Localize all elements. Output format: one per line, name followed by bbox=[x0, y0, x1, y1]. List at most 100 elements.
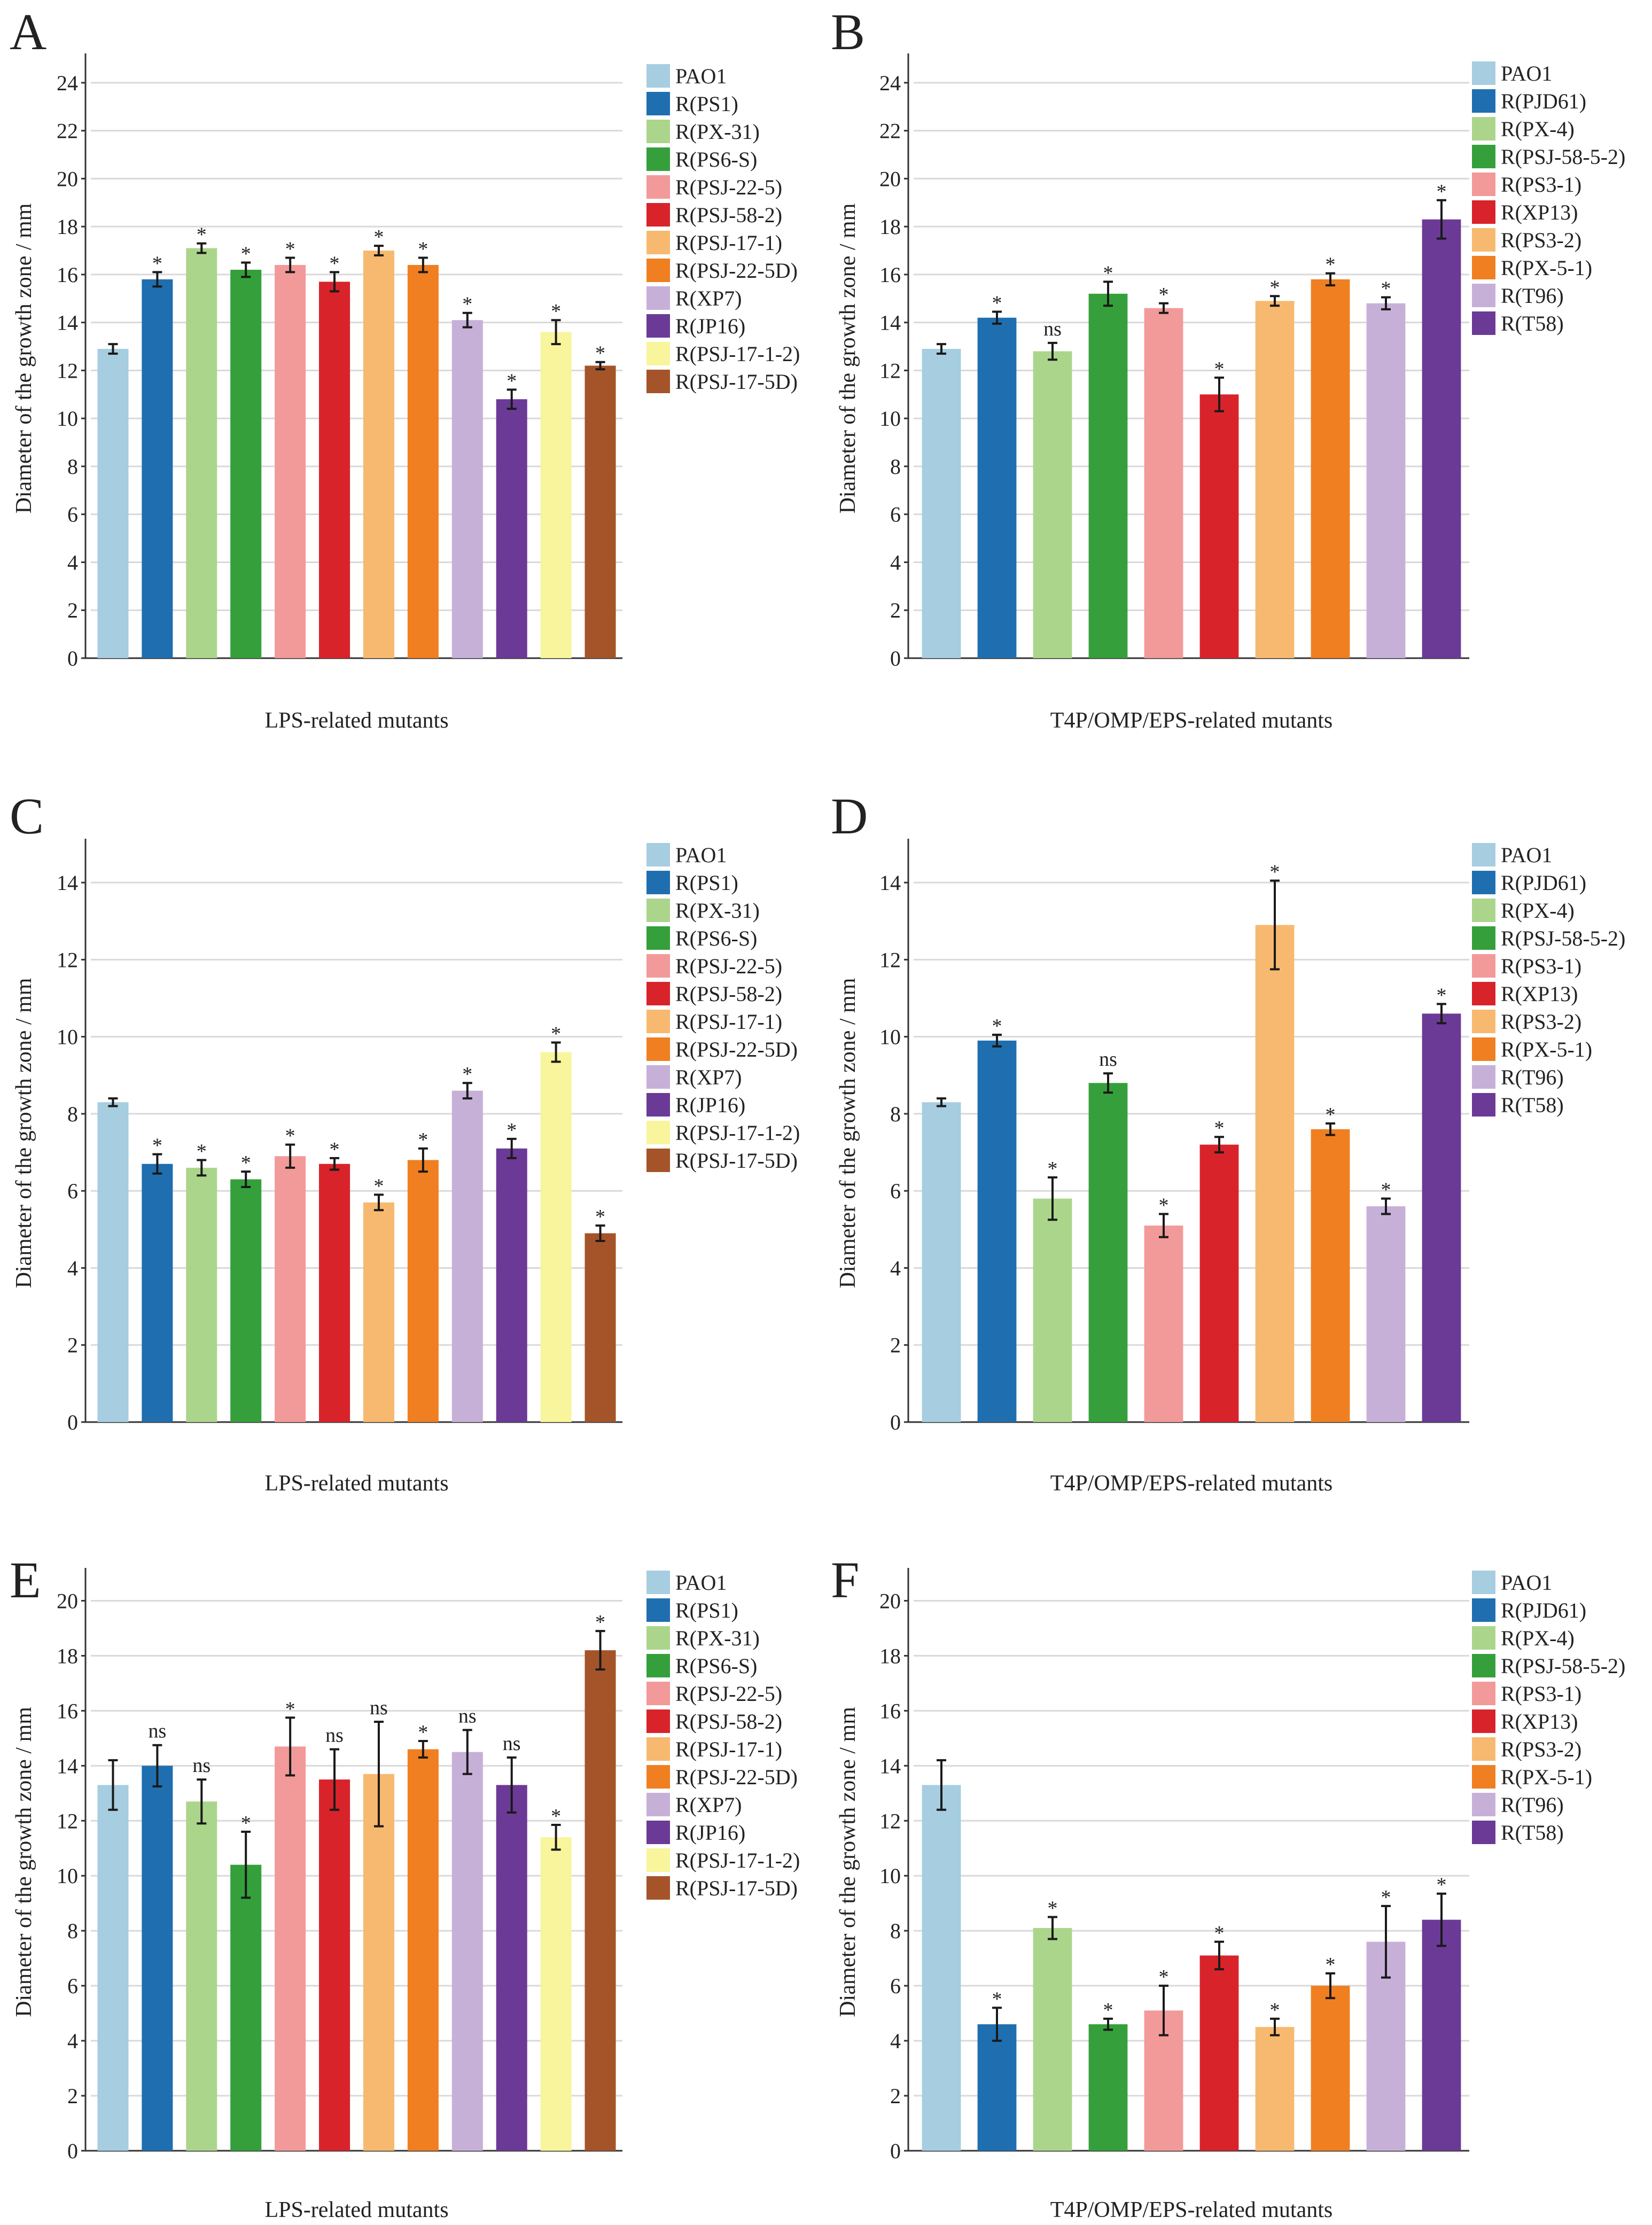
legend-label: R(PX-31) bbox=[675, 1626, 760, 1650]
legend-swatch bbox=[646, 899, 670, 922]
bar-r-psj-17-1-2- bbox=[540, 1052, 572, 1422]
legend-label: PAO1 bbox=[675, 64, 727, 88]
bar-r-psj-17-1- bbox=[363, 1774, 394, 2151]
legend-label: R(PS3-1) bbox=[1501, 173, 1581, 197]
legend-swatch bbox=[646, 1626, 670, 1650]
panel-letter: F bbox=[831, 1551, 859, 1609]
y-tick-label: 6 bbox=[890, 1179, 901, 1203]
bar-r-psj-58-2- bbox=[319, 1779, 350, 2151]
y-tick-label: 22 bbox=[57, 119, 78, 143]
y-tick-label: 16 bbox=[57, 1699, 78, 1723]
legend-label: R(PSJ-17-5D) bbox=[675, 1149, 798, 1173]
bar-r-ps6-s- bbox=[230, 1179, 262, 1422]
legend-label: R(PS3-2) bbox=[1501, 1737, 1581, 1761]
significance-label: * bbox=[1326, 1954, 1336, 1976]
legend-swatch bbox=[1472, 1821, 1495, 1844]
significance-label: * bbox=[1381, 1179, 1391, 1201]
bar-r-psj-58-5-2- bbox=[1088, 2024, 1128, 2151]
bar-r-px-4- bbox=[1033, 1198, 1072, 1422]
legend-swatch bbox=[1472, 982, 1495, 1005]
y-tick-label: 18 bbox=[879, 1644, 901, 1668]
significance-label: * bbox=[373, 226, 384, 248]
legend-swatch bbox=[646, 175, 670, 199]
legend-swatch bbox=[1472, 1065, 1495, 1089]
significance-label: * bbox=[506, 1119, 517, 1142]
legend-label: R(PSJ-17-1) bbox=[675, 231, 782, 255]
significance-label: * bbox=[462, 1063, 472, 1086]
legend-swatch bbox=[1472, 173, 1495, 196]
panel-letter: C bbox=[10, 787, 44, 845]
legend-swatch bbox=[646, 1037, 670, 1061]
significance-label: * bbox=[241, 243, 251, 265]
y-axis-label: Diameter of the growth zone / mm bbox=[12, 1707, 36, 2017]
legend-swatch bbox=[646, 1821, 670, 1844]
y-tick-label: 4 bbox=[890, 1256, 901, 1280]
legend-swatch bbox=[646, 1876, 670, 1900]
significance-label: * bbox=[197, 224, 207, 246]
legend-label: R(JP16) bbox=[675, 1093, 745, 1117]
legend-swatch bbox=[1472, 311, 1495, 335]
bar-r-pjd61- bbox=[977, 1040, 1017, 1422]
y-tick-label: 18 bbox=[57, 1644, 78, 1668]
significance-label: ns bbox=[1043, 318, 1062, 340]
legend-swatch bbox=[646, 147, 670, 171]
legend-label: R(PS3-1) bbox=[1501, 1682, 1581, 1706]
panel-e: E 0 2 4 6 8 10 12 14 16 18 20 Diameter of the growth… bbox=[10, 1551, 800, 2222]
legend-label: R(PS1) bbox=[675, 1598, 738, 1622]
y-tick-label: 20 bbox=[879, 1589, 901, 1613]
significance-label: * bbox=[285, 1698, 295, 1720]
y-tick-label: 14 bbox=[879, 871, 901, 895]
legend-swatch bbox=[646, 1848, 670, 1872]
legend-swatch bbox=[646, 64, 670, 88]
significance-label: * bbox=[1159, 1966, 1169, 1988]
legend-label: R(PSJ-17-1) bbox=[675, 1010, 782, 1034]
legend-swatch bbox=[646, 259, 670, 282]
y-tick-label: 6 bbox=[67, 1179, 78, 1203]
legend-swatch bbox=[646, 314, 670, 338]
legend-swatch bbox=[646, 231, 670, 254]
legend-label: R(PS1) bbox=[675, 92, 738, 116]
y-tick-label: 12 bbox=[879, 948, 901, 972]
legend-label: R(XP13) bbox=[1501, 200, 1578, 224]
bar-r-ps3-2- bbox=[1255, 925, 1295, 1422]
legend-swatch bbox=[1472, 843, 1495, 866]
y-tick-label: 14 bbox=[879, 1754, 901, 1778]
y-tick-label: 2 bbox=[890, 1333, 901, 1357]
y-tick-label: 0 bbox=[67, 646, 78, 670]
bar-r-px-31- bbox=[186, 248, 217, 658]
legend-swatch bbox=[646, 92, 670, 115]
significance-label: * bbox=[1214, 358, 1225, 380]
legend-swatch bbox=[1472, 1010, 1495, 1033]
legend-swatch bbox=[646, 1598, 670, 1622]
significance-label: * bbox=[1103, 262, 1113, 284]
legend-swatch bbox=[1472, 899, 1495, 922]
significance-label: * bbox=[285, 238, 295, 261]
legend-swatch bbox=[646, 370, 670, 393]
legend-swatch bbox=[1472, 954, 1495, 978]
significance-label: * bbox=[1326, 254, 1336, 276]
bar-r-xp13- bbox=[1199, 1955, 1239, 2151]
y-tick-label: 0 bbox=[890, 646, 901, 670]
legend-label: PAO1 bbox=[1501, 61, 1552, 85]
bar-r-psj-17-5d- bbox=[585, 365, 616, 658]
significance-label: * bbox=[1437, 1874, 1447, 1896]
bar-pao1 bbox=[922, 1785, 961, 2151]
bar-r-psj-22-5d- bbox=[407, 1749, 439, 2151]
legend-swatch bbox=[646, 286, 670, 310]
significance-label: ns bbox=[503, 1732, 521, 1755]
legend-swatch bbox=[646, 120, 670, 143]
bar-r-psj-58-2- bbox=[319, 282, 350, 658]
y-axis-label: Diameter of the growth zone / mm bbox=[12, 203, 36, 513]
bar-r-psj-58-5-2- bbox=[1088, 1083, 1128, 1422]
legend-label: R(PS3-1) bbox=[1501, 954, 1581, 978]
bar-r-t58- bbox=[1422, 219, 1461, 658]
legend-swatch bbox=[1472, 256, 1495, 279]
legend-label: R(PX-5-1) bbox=[1501, 1765, 1592, 1789]
significance-label: * bbox=[241, 1812, 251, 1834]
significance-label: * bbox=[1381, 1886, 1391, 1909]
bar-r-psj-17-5d- bbox=[585, 1233, 616, 1422]
bar-pao1 bbox=[97, 349, 129, 658]
legend-label: R(PSJ-17-5D) bbox=[675, 1876, 798, 1900]
legend-label: R(PSJ-17-1) bbox=[675, 1737, 782, 1761]
